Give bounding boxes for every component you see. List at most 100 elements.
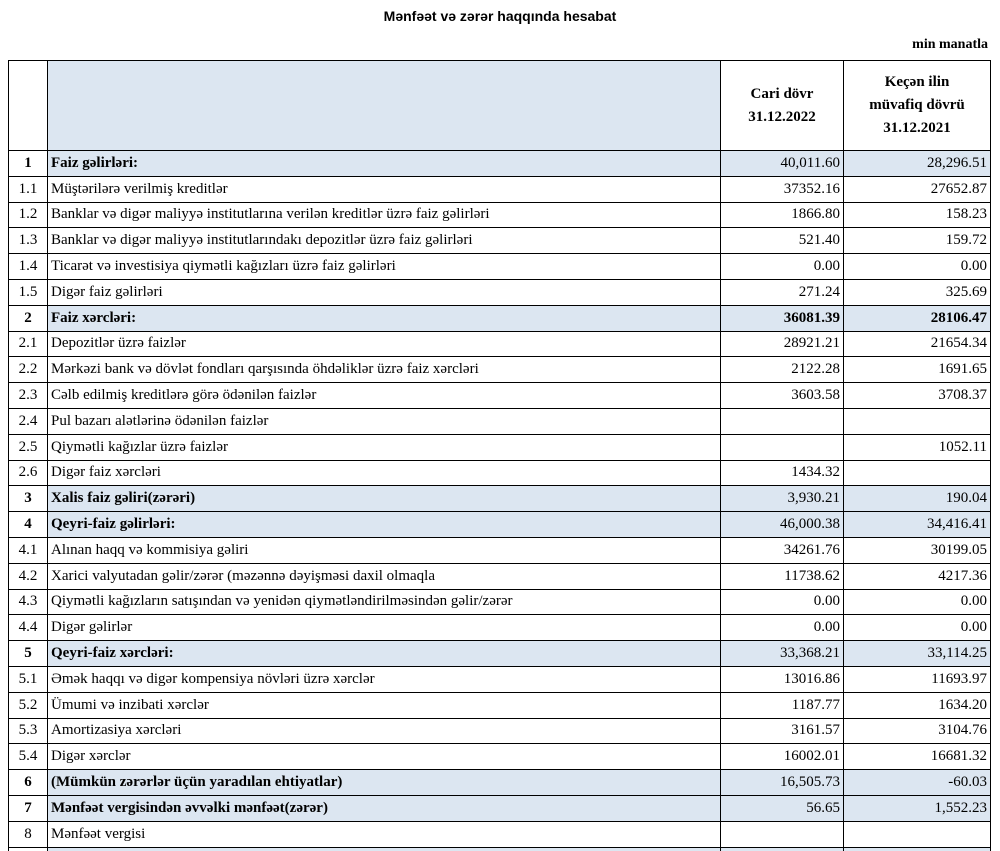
row-label: Depozitlər üzrə faizlər — [47, 330, 721, 358]
table-row: 4.1 Alınan haqq və kommisiya gəliri 34261.… — [8, 536, 991, 564]
row-label: Qiymətli kağızların satışından və yenidə… — [47, 588, 721, 616]
table-row: 4.2 Xarici valyutadan gəlir/zərər (məzənn… — [8, 562, 991, 590]
current-value: 40,011.60 — [720, 150, 844, 177]
previous-value: 27652.87 — [843, 175, 991, 203]
table-row: 1.3 Banklar və digər maliyyə institutları… — [8, 227, 991, 255]
row-label: Ümumi və inzibati xərclər — [47, 691, 721, 719]
row-label: Banklar və digər maliyyə institutlarında… — [47, 227, 721, 255]
previous-value: 325.69 — [843, 278, 991, 306]
previous-value: 0.00 — [843, 253, 991, 280]
row-number: 5 — [8, 640, 48, 667]
previous-value — [843, 407, 991, 435]
row-number: 2.2 — [8, 356, 48, 384]
row-label: (Mümkün zərərlər üçün yaradılan ehtiyatl… — [47, 769, 721, 796]
row-label: Digər xərclər — [47, 743, 721, 771]
row-number: 4.4 — [8, 614, 48, 642]
row-label: Cəlb edilmiş kreditlərə görə ödənilən fa… — [47, 382, 721, 409]
table-row: 1.1 Müştərilərə verilmiş kreditlər 37352.1… — [8, 175, 991, 203]
previous-value: 28,296.51 — [843, 150, 991, 177]
unit-note: min manatla — [912, 37, 988, 52]
row-label: Qiymətli kağızlar üzrə faizlər — [47, 433, 721, 461]
table-row: 5.2 Ümumi və inzibati xərclər 1187.77 1634.… — [8, 691, 991, 719]
current-value: 271.24 — [720, 278, 844, 306]
previous-value: 158.23 — [843, 201, 991, 229]
row-label: Banklar və digər maliyyə institutlarına … — [47, 201, 721, 229]
current-value: 16002.01 — [720, 743, 844, 771]
row-label: Xalis faiz gəliri(zərəri) — [47, 485, 721, 513]
row-label: Faiz xərcləri: — [47, 304, 721, 332]
row-number: 5.1 — [8, 665, 48, 693]
table-row: 5.3 Amortizasiya xərcləri 3161.57 3104.76 — [8, 717, 991, 745]
header-cell: Keçən ilin müvafiq dövrü 31.12.2021 — [843, 60, 991, 151]
row-label: Dövr üzrə xalis mənfəət — [47, 846, 721, 851]
previous-value: 3708.37 — [843, 382, 991, 409]
current-value: 28921.21 — [720, 330, 844, 358]
table-row: 2.1 Depozitlər üzrə faizlər 28921.21 21654.… — [8, 330, 991, 358]
row-label: Digər faiz xərcləri — [47, 459, 721, 487]
current-value: 3603.58 — [720, 382, 844, 409]
previous-value — [843, 820, 991, 848]
row-number: 1.3 — [8, 227, 48, 255]
table-row: 4.3 Qiymətli kağızların satışından və yen… — [8, 588, 991, 616]
row-number: 4.3 — [8, 588, 48, 616]
previous-value: 16681.32 — [843, 743, 991, 771]
row-number: 4 — [8, 511, 48, 538]
row-label: Pul bazarı alətlərinə ödənilən faizlər — [47, 407, 721, 435]
row-label: Amortizasiya xərcləri — [47, 717, 721, 745]
previous-value: 33,114.25 — [843, 640, 991, 667]
previous-value: 1634.20 — [843, 691, 991, 719]
row-number: 2 — [8, 304, 48, 332]
current-value: 521.40 — [720, 227, 844, 255]
previous-value — [843, 459, 991, 487]
current-value: 37352.16 — [720, 175, 844, 203]
table-row: 4 Qeyri-faiz gəlirləri: 46,000.38 34,416.41 — [8, 511, 991, 538]
current-value: 16,505.73 — [720, 769, 844, 796]
previous-value: 11693.97 — [843, 665, 991, 693]
row-label: Mənfəət vergisindən əvvəlki mənfəət(zərə… — [47, 794, 721, 822]
table-row: 1.5 Digər faiz gəlirləri 271.24 325.69 — [8, 278, 991, 306]
table-row: 2.5 Qiymətli kağızlar üzrə faizlər 1052.11 — [8, 433, 991, 461]
current-value: 36081.39 — [720, 304, 844, 332]
header-cell — [8, 60, 48, 151]
table-row: 2.3 Cəlb edilmiş kreditlərə görə ödənilən… — [8, 382, 991, 409]
row-number: 1.5 — [8, 278, 48, 306]
current-value — [720, 407, 844, 435]
table-row: 2.4 Pul bazarı alətlərinə ödənilən faizlə… — [8, 407, 991, 435]
row-number: 5.2 — [8, 691, 48, 719]
header-row: Cari dövr 31.12.2022 Keçən ilin müvafiq döv… — [8, 60, 991, 151]
current-value — [720, 820, 844, 848]
row-number: 1.4 — [8, 253, 48, 280]
report-table: Cari dövr 31.12.2022 Keçən ilin müvafiq döv… — [8, 60, 991, 851]
table-row: 5.4 Digər xərclər 16002.01 16681.32 — [8, 743, 991, 771]
header-line: müvafiq dövrü — [869, 97, 965, 113]
row-label: Mənfəət vergisi — [47, 820, 721, 848]
header-line: Keçən ilin — [884, 74, 950, 90]
current-value: 1187.77 — [720, 691, 844, 719]
current-value: 3161.57 — [720, 717, 844, 745]
current-value — [720, 433, 844, 461]
previous-value: -60.03 — [843, 769, 991, 796]
row-label: Əmək haqqı və digər kompensiya növləri ü… — [47, 665, 721, 693]
table-row: 9Dövr üzrə xalis mənfəət56.651,552.23 — [8, 846, 991, 851]
row-number: 1.2 — [8, 201, 48, 229]
previous-value: 0.00 — [843, 588, 991, 616]
current-value: 56.65 — [720, 794, 844, 822]
table-row: 4.4 Digər gəlirlər 0.00 0.00 — [8, 614, 991, 642]
row-label: Qeyri-faiz gəlirləri: — [47, 511, 721, 538]
row-label: Alınan haqq və kommisiya gəliri — [47, 536, 721, 564]
header-cell: Cari dövr 31.12.2022 — [720, 60, 844, 151]
table-row: 5.1 Əmək haqqı və digər kompensiya növlər… — [8, 665, 991, 693]
table-row: 6 (Mümkün zərərlər üçün yaradılan ehtiyat… — [8, 769, 991, 796]
header-line: 31.12.2022 — [748, 108, 816, 125]
report-title: Mənfəət və zərər haqqında hesabat — [383, 8, 617, 24]
previous-value: 4217.36 — [843, 562, 991, 590]
row-number: 2.3 — [8, 382, 48, 409]
current-value: 56.65 — [720, 846, 844, 851]
previous-value: 190.04 — [843, 485, 991, 513]
current-value: 13016.86 — [720, 665, 844, 693]
table-row: 5 Qeyri-faiz xərcləri: 33,368.21 33,114.25 — [8, 640, 991, 667]
row-number: 1 — [8, 150, 48, 177]
current-value: 1866.80 — [720, 201, 844, 229]
row-label: Digər gəlirlər — [47, 614, 721, 642]
